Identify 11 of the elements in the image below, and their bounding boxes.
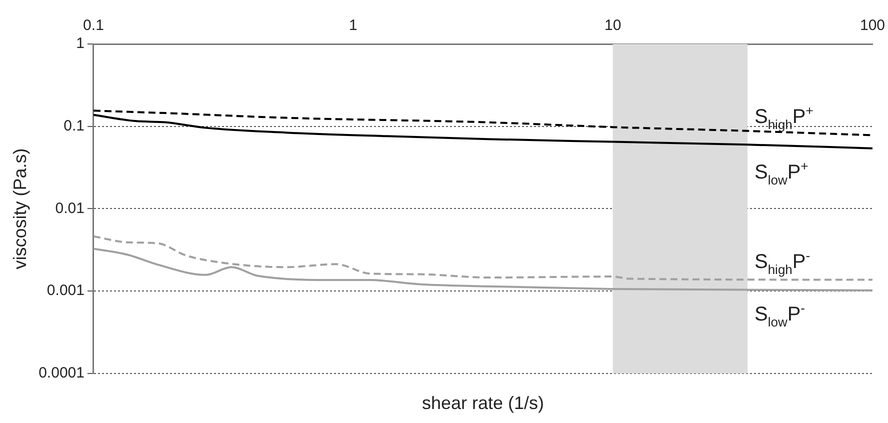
x-tick-label: 10 <box>604 17 622 34</box>
y-axis-title: viscosity (Pa.s) <box>10 148 30 270</box>
y-tick-label: 0.1 <box>64 117 84 134</box>
x-tick-label: 1 <box>348 17 358 34</box>
x-tick-label: 0.1 <box>83 17 104 34</box>
y-tick-label: 0.0001 <box>38 364 84 382</box>
y-tick-label: 0.01 <box>55 200 84 217</box>
y-tick-label: 0.001 <box>46 282 84 300</box>
x-axis-title: shear rate (1/s) <box>422 393 544 414</box>
y-tick-label: 1 <box>76 35 84 52</box>
x-tick-label: 100 <box>860 17 885 34</box>
